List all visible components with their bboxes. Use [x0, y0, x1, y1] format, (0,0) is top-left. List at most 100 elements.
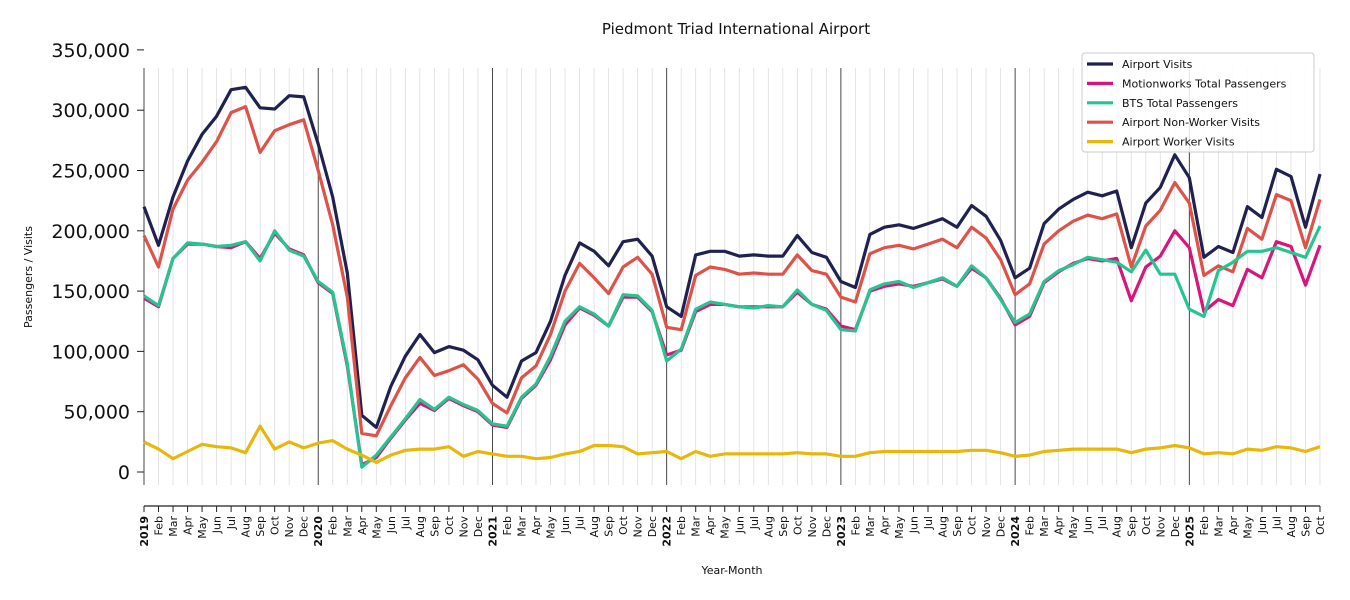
- x-tick-label: Mar: [167, 516, 180, 537]
- legend: Airport Visits Motionworks Total Passenge…: [1081, 52, 1315, 153]
- x-tick-label: Aug: [937, 516, 950, 537]
- x-tick-label: Mar: [1038, 516, 1051, 537]
- x-tick-label: Jun: [1082, 516, 1095, 534]
- x-tick-label: Jul: [225, 516, 238, 530]
- x-tick-label: Dec: [472, 516, 485, 537]
- x-tick-label: 2023: [835, 516, 848, 547]
- x-tick-label: 2025: [1183, 516, 1196, 547]
- x-tick-label: Apr: [1227, 516, 1240, 536]
- x-tick-label: 2021: [486, 516, 499, 547]
- x-tick-label: May: [1241, 516, 1254, 539]
- series-line-airport-non-worker-visits: [142, 104, 1322, 438]
- y-axis: 0 50,000 100,000 150,000 200,000 250,000 300,0…: [51, 40, 144, 484]
- x-tick-label: Jun: [385, 516, 398, 534]
- x-tick-label: 2022: [661, 516, 674, 547]
- x-tick-label: May: [893, 516, 906, 539]
- y-tick-label: 100,000: [51, 341, 130, 363]
- x-tick-label: Oct: [791, 515, 804, 535]
- x-tick-label: Jul: [748, 516, 761, 530]
- y-axis-label: Passengers / Visits: [22, 226, 35, 328]
- x-tick-label: Apr: [356, 516, 369, 536]
- x-tick-label: Jun: [907, 516, 920, 534]
- x-tick-label: Apr: [878, 516, 891, 536]
- x-tick-label: Dec: [995, 516, 1008, 537]
- legend-box: [1081, 52, 1315, 153]
- x-tick-label: Jul: [574, 516, 587, 530]
- x-tick-label: Apr: [530, 516, 543, 536]
- x-tick-label: Nov: [806, 516, 819, 538]
- x-tick-label: Feb: [153, 516, 166, 535]
- x-tick-label: Sep: [428, 516, 441, 537]
- x-tick-label: Sep: [603, 516, 616, 537]
- x-tick-label: Mar: [864, 516, 877, 537]
- y-tick-label: 350,000: [51, 40, 130, 62]
- x-tick-label: May: [370, 516, 383, 539]
- x-tick-label: Jul: [1096, 516, 1109, 530]
- x-tick-label: 2024: [1009, 516, 1022, 547]
- x-tick-label: Dec: [646, 516, 659, 537]
- x-tick-label: Mar: [341, 516, 354, 537]
- x-tick-label: Mar: [1212, 516, 1225, 537]
- legend-label: Airport Visits: [1122, 58, 1193, 71]
- x-tick-label: Nov: [632, 516, 645, 538]
- x-tick-label: Oct: [1140, 515, 1153, 535]
- x-axis: 2019 Feb Mar Apr May Jun Jul Aug Sep Oct Nov Dec 202…: [138, 505, 1327, 547]
- x-tick-label: Aug: [762, 516, 775, 537]
- x-tick-label: Aug: [1111, 516, 1124, 537]
- x-tick-label: Feb: [675, 516, 688, 535]
- x-tick-label: Jun: [733, 516, 746, 534]
- x-tick-label: Sep: [951, 516, 964, 537]
- x-tick-label: May: [719, 516, 732, 539]
- gridlines: [143, 67, 1321, 486]
- x-tick-label: Feb: [501, 516, 514, 535]
- y-tick-label: 50,000: [64, 402, 130, 424]
- x-tick-label: Oct: [617, 515, 630, 535]
- x-tick-label: Feb: [849, 516, 862, 535]
- legend-label: Airport Worker Visits: [1122, 136, 1235, 149]
- legend-label: BTS Total Passengers: [1122, 97, 1238, 110]
- x-tick-label: 2019: [138, 516, 151, 547]
- series-line-airport-visits: [142, 85, 1322, 429]
- x-tick-label: Jul: [922, 516, 935, 530]
- x-tick-label: May: [196, 516, 209, 539]
- x-tick-label: Nov: [283, 516, 296, 538]
- x-tick-label: Dec: [1169, 516, 1182, 537]
- x-tick-label: Aug: [588, 516, 601, 537]
- x-tick-label: May: [545, 516, 558, 539]
- x-tick-label: Mar: [690, 516, 703, 537]
- x-tick-label: Aug: [240, 516, 253, 537]
- x-tick-label: Apr: [182, 516, 195, 536]
- x-tick-label: Sep: [1299, 516, 1312, 537]
- x-tick-label: Dec: [820, 516, 833, 537]
- x-tick-label: Apr: [704, 516, 717, 536]
- x-tick-label: Mar: [515, 516, 528, 537]
- x-tick-label: Nov: [1154, 516, 1167, 538]
- x-tick-label: Aug: [414, 516, 427, 537]
- y-tick-label: 250,000: [51, 161, 130, 183]
- x-tick-label: May: [1067, 516, 1080, 539]
- y-tick-label: 150,000: [51, 281, 130, 303]
- x-tick-label: Dec: [298, 516, 311, 537]
- x-tick-label: Jun: [559, 516, 572, 534]
- x-tick-label: Feb: [327, 516, 340, 535]
- x-tick-label: Jun: [211, 516, 224, 534]
- series-line-motionworks-total-passengers: [143, 229, 1322, 467]
- y-tick-label: 300,000: [51, 100, 130, 122]
- legend-label: Motionworks Total Passengers: [1122, 77, 1287, 90]
- x-tick-label: Oct: [443, 515, 456, 535]
- chart-title: Piedmont Triad International Airport: [602, 20, 870, 38]
- series-line-airport-worker-visits: [143, 424, 1321, 464]
- x-tick-label: Jul: [1270, 516, 1283, 530]
- x-tick-label: Sep: [777, 516, 790, 537]
- y-tick-label: 200,000: [51, 221, 130, 243]
- x-tick-label: Feb: [1198, 516, 1211, 535]
- x-tick-label: Oct: [1314, 515, 1327, 535]
- x-tick-label: Oct: [966, 515, 979, 535]
- x-tick-label: Oct: [269, 515, 282, 535]
- x-tick-label: 2020: [312, 516, 325, 547]
- x-tick-label: Sep: [254, 516, 267, 537]
- x-tick-label: Nov: [980, 516, 993, 538]
- y-tick-label: 0: [118, 462, 130, 484]
- x-axis-label: Year-Month: [700, 564, 762, 577]
